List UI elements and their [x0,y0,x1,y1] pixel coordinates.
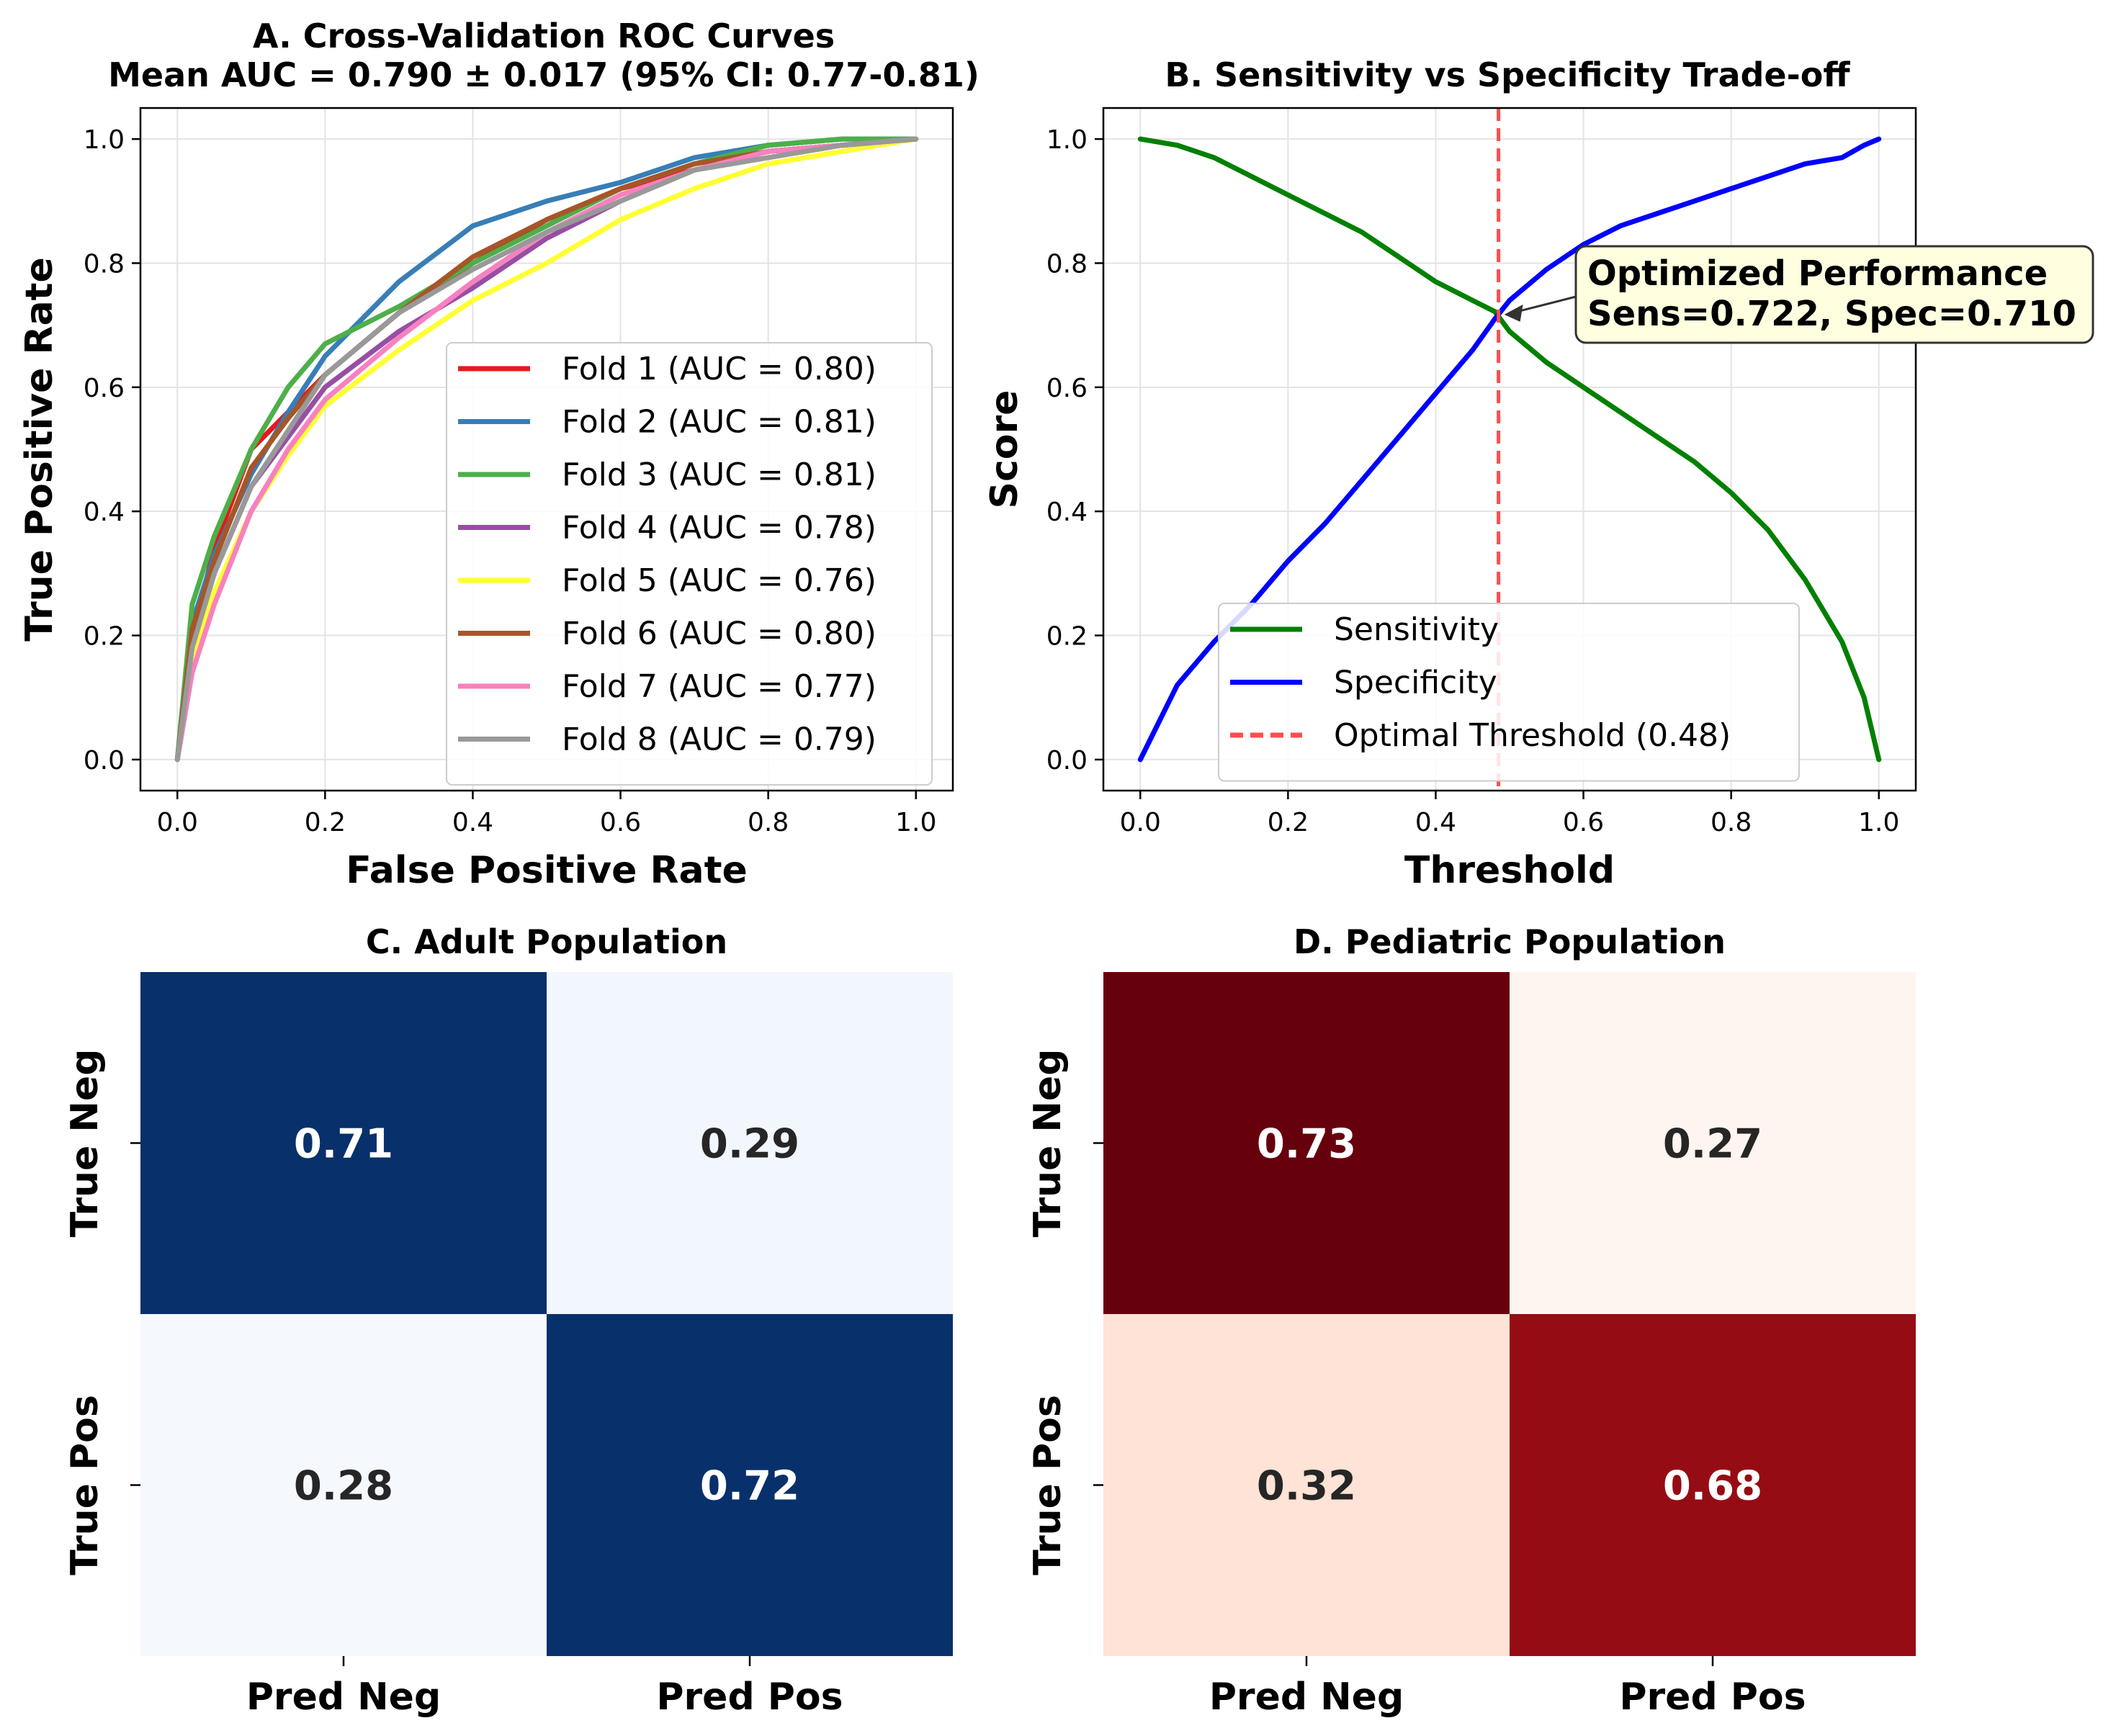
x-tick-label: 0.8 [1711,808,1752,837]
panel-a-xlabel: False Positive Rate [346,849,748,892]
heatmap-cell [1103,972,1510,1314]
panel-d-title: D. Pediatric Population [1294,922,1726,961]
panel-c-title: C. Adult Population [366,922,727,961]
x-tick-label: 0.0 [157,808,198,837]
y-tick-label: 0.4 [84,498,125,527]
series-line-8 [174,136,919,763]
panel-a-legend: Fold 1 (AUC = 0.80) Fold 2 (AUC = 0.81) Fo… [446,342,933,786]
y-tick-label: 0.2 [84,622,125,652]
heatmap-cell-label: 0.29 [700,1121,799,1168]
panel-b-title: B. Sensitivity vs Specificity Trade-off [1165,55,1850,94]
x-tick-label: 0.6 [1563,808,1604,837]
legend-entry: Fold 8 (AUC = 0.79) [562,721,877,758]
legend-entry: Fold 6 (AUC = 0.80) [562,616,877,652]
heatmap-cell-label: 0.73 [1257,1121,1356,1168]
series-line-5 [174,136,919,763]
panel-a-ticks: 0.0 0.2 0.4 0.6 0.8 1.0 0.0 0.2 0.4 0.6 0.8 1.0 [84,125,937,837]
heatmap-cell-label: 0.32 [1257,1463,1356,1510]
legend-entry: Specificity [1334,665,1497,701]
heatmap-cell [140,1314,547,1656]
annotation-line-1: Optimized Performance [1587,253,2048,294]
panel-b-frame [1102,107,1917,792]
heatmap-cell [547,972,953,1314]
y-tick-label: 0.2 [1046,622,1088,652]
legend-entry: Optimal Threshold (0.48) [1334,717,1731,754]
x-tick-label: 0.2 [305,808,346,837]
panel-b-xlabel: Threshold [1404,849,1615,892]
x-tick-label: 0.8 [748,808,789,837]
panel-b-ylabel: Score [983,390,1026,509]
heatmap-cell-label: 0.27 [1663,1121,1762,1168]
heatmap-cell [1510,972,1916,1314]
heatmap-cell [1510,1314,1916,1656]
x-tick-label: 0.2 [1268,808,1309,837]
heatmap-cell [1103,1314,1510,1656]
y-tick-label: 0.0 [1046,746,1088,775]
legend-entry: Fold 1 (AUC = 0.80) [562,351,877,387]
panel-a-frame [139,107,954,792]
y-tick-label: 0.4 [1046,498,1088,527]
panel-d-cells: 0.73 0.27 0.32 0.68 Pred Neg Pred Pos True Neg… [1026,972,1916,1719]
legend-frame [446,342,933,786]
heatmap-x-label: Pred Neg [246,1676,441,1719]
heatmap-x-label: Pred Neg [1209,1676,1404,1719]
legend-entry: Fold 3 (AUC = 0.81) [562,457,877,493]
annotation-line-2: Sens=0.722, Spec=0.710 [1587,294,2076,334]
y-tick-label: 0.8 [84,249,125,279]
legend-entry: Fold 2 (AUC = 0.81) [562,404,877,441]
x-tick-label: 0.4 [1415,808,1456,837]
series-line-7 [174,136,919,763]
heatmap-cell-label: 0.71 [294,1121,393,1168]
series-line-1 [1137,136,1882,763]
annotation-box [1574,245,2094,344]
panel-b-legend: Sensitivity Specificity Optimal Threshold … [1218,603,1800,782]
x-tick-label: 1.0 [895,808,936,837]
heatmap-y-label: True Neg [1026,1049,1070,1238]
legend-entry: Sensitivity [1334,611,1499,648]
panel-a-title: A. Cross-Validation ROC Curves [253,17,835,55]
x-tick-label: 1.0 [1858,808,1899,837]
legend-frame [1218,603,1800,782]
heatmap-cell-label: 0.28 [294,1463,393,1510]
y-tick-label: 1.0 [84,125,125,155]
panel-b-ticks: 0.0 0.2 0.4 0.6 0.8 1.0 0.0 0.2 0.4 0.6 0.8 1.0 [1046,125,1900,837]
panel-c-heatmap: C. Adult Population 0.71 0.29 0.28 0.72 Pred… [63,922,953,1719]
heatmap-cell-label: 0.68 [1663,1463,1762,1510]
panel-a-roc: A. Cross-Validation ROC Curves Mean AUC … [18,17,979,892]
panel-a-subtitle: Mean AUC = 0.790 ± 0.017 (95% CI: 0.77-0… [108,55,979,94]
annotation-arrowhead [1504,304,1523,322]
y-tick-label: 0.0 [84,746,125,775]
series-line-2 [1137,136,1882,763]
legend-entry: Fold 5 (AUC = 0.76) [562,562,877,599]
panel-a-lines [174,136,919,763]
panel-c-cells: 0.71 0.29 0.28 0.72 Pred Neg Pred Pos True Neg… [63,972,953,1719]
x-tick-label: 0.0 [1120,808,1161,837]
panel-b-tradeoff: B. Sensitivity vs Specificity Trade-off … [983,55,2094,892]
heatmap-y-label: True Pos [63,1395,107,1575]
panel-a-ylabel: True Positive Rate [18,257,61,642]
y-tick-label: 0.8 [1046,249,1088,279]
heatmap-x-label: Pred Pos [656,1676,843,1719]
y-tick-label: 1.0 [1046,125,1088,155]
heatmap-y-label: True Pos [1026,1395,1070,1575]
x-tick-label: 0.4 [452,808,493,837]
heatmap-cell-label: 0.72 [700,1463,799,1510]
legend-entry: Fold 7 (AUC = 0.77) [562,668,877,705]
heatmap-cell [140,972,547,1314]
y-tick-label: 0.6 [84,374,125,403]
heatmap-cell [547,1314,953,1656]
x-tick-label: 0.6 [600,808,641,837]
panel-d-heatmap: D. Pediatric Population 0.73 0.27 0.32 0.68… [1026,922,1916,1719]
heatmap-x-label: Pred Pos [1619,1676,1806,1719]
y-tick-label: 0.6 [1046,374,1088,403]
heatmap-y-label: True Neg [63,1049,107,1238]
legend-entry: Fold 4 (AUC = 0.78) [562,510,877,547]
